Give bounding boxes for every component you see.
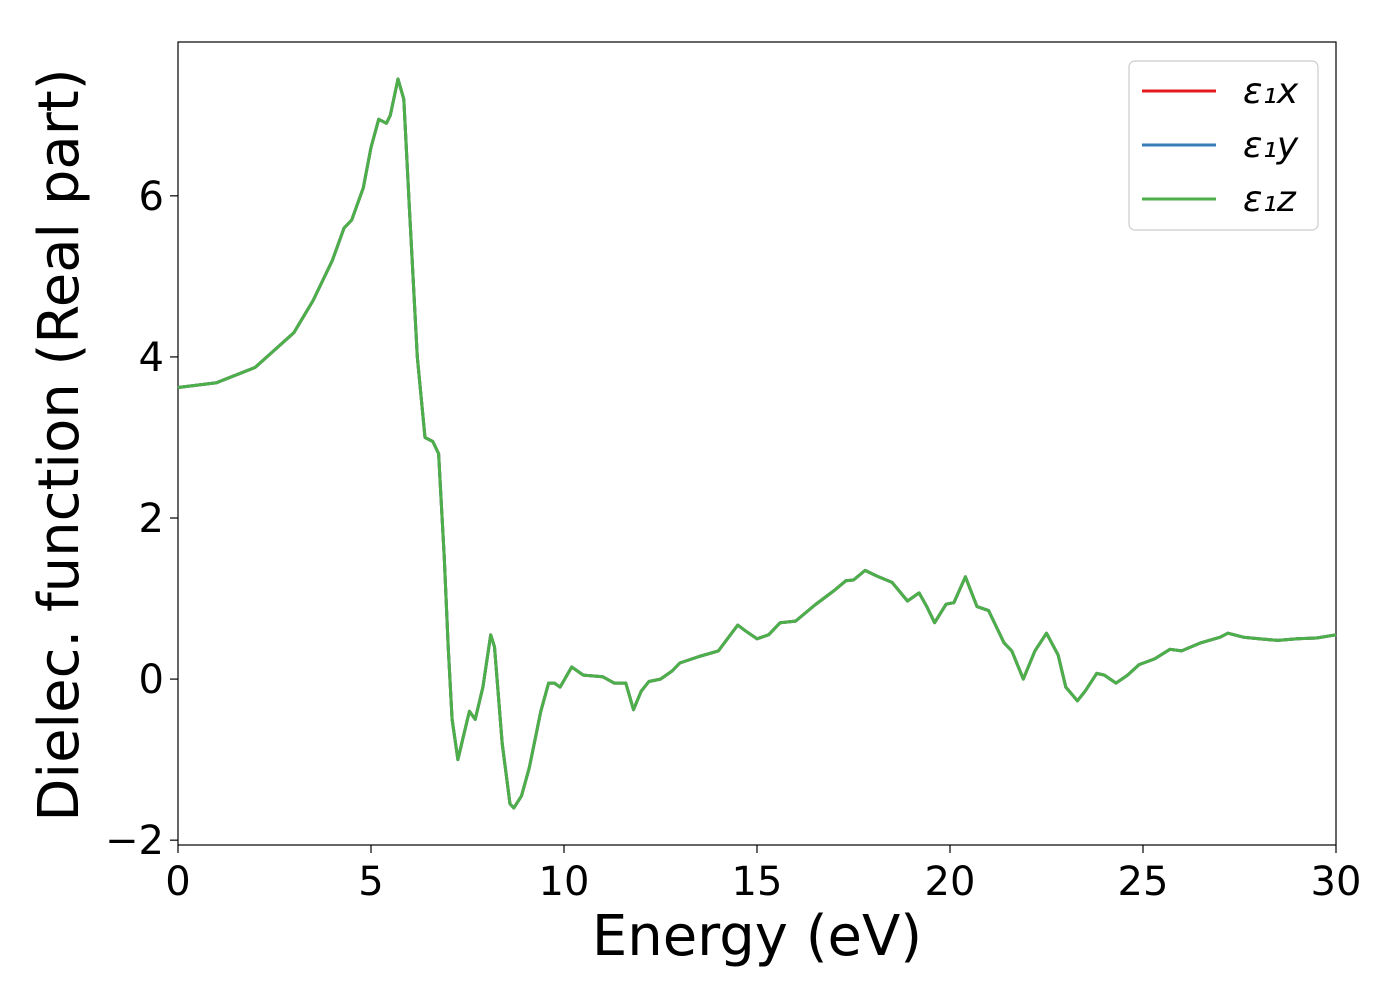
legend-box (1128, 60, 1319, 231)
y-tick-label: 4 (139, 335, 164, 381)
legend-label: ε₁y (1243, 125, 1299, 166)
x-tick-label: 20 (925, 859, 976, 905)
x-tick-label: 30 (1311, 859, 1362, 905)
y-axis-label: Dielec. function (Real part) (27, 68, 92, 821)
y-tick-label: −2 (105, 818, 164, 864)
x-tick-label: 5 (358, 859, 383, 905)
x-tick-label: 10 (539, 859, 590, 905)
legend-label: ε₁x (1243, 71, 1299, 112)
y-tick-label: 0 (139, 657, 164, 703)
data-line (177, 77, 1337, 810)
x-tick-label: 0 (165, 859, 190, 905)
x-tick-label: 25 (1118, 859, 1169, 905)
legend-label: ε₁z (1243, 179, 1297, 220)
y-tick-label: 6 (139, 174, 164, 220)
x-tick-label: 15 (732, 859, 783, 905)
x-axis-label: Energy (eV) (592, 904, 922, 969)
y-tick-label: 2 (139, 496, 164, 542)
